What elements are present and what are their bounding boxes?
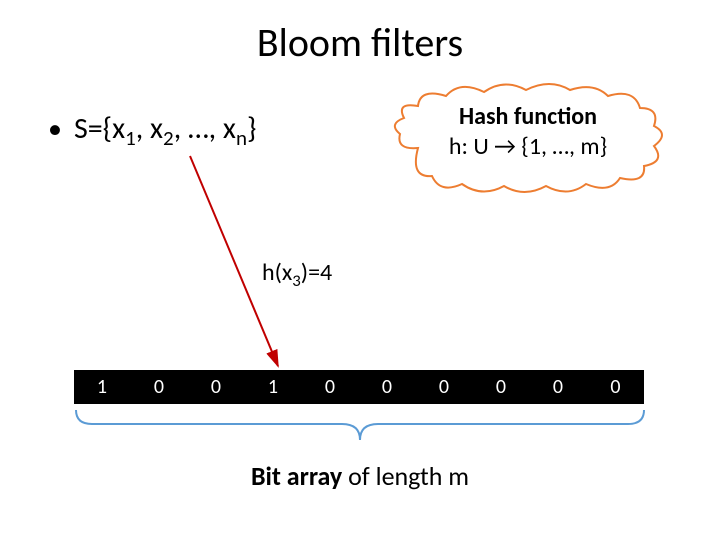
set-suffix: } <box>247 110 256 147</box>
cloud-line1: Hash function <box>459 102 597 131</box>
set-definition: • S={x1, x2, …, xn} <box>48 110 256 151</box>
set-sub1: 1 <box>125 125 136 151</box>
bullet-dot: • <box>48 111 62 146</box>
bit-array: 1001000000 <box>74 370 644 404</box>
bit-cell-9: 0 <box>587 370 644 404</box>
brace-caption: Bit array of length m <box>0 460 720 492</box>
hash-pre: h(x <box>262 258 292 287</box>
cloud-text: Hash function h: U → {1, …, m} <box>388 102 668 162</box>
bit-cell-4: 0 <box>302 370 359 404</box>
bit-cell-1: 0 <box>131 370 188 404</box>
bit-cell-7: 0 <box>473 370 530 404</box>
set-sub3: n <box>236 125 247 151</box>
slide-title: Bloom filters <box>0 18 720 67</box>
bit-cell-5: 0 <box>359 370 416 404</box>
cloud-arrow-glyph: → <box>494 132 516 161</box>
set-mid1: , x <box>136 110 163 147</box>
hash-post: )=4 <box>301 258 332 287</box>
bit-cell-8: 0 <box>530 370 587 404</box>
cloud-line2-post: {1, …, m} <box>516 132 607 161</box>
caption-rest: of length m <box>342 460 469 492</box>
caption-bold: Bit array <box>251 460 342 492</box>
brace-shape <box>74 406 646 448</box>
set-sub2: 2 <box>163 125 174 151</box>
set-text: S={x1, x2, …, xn} <box>74 110 256 151</box>
hash-value-label: h(x3)=4 <box>262 258 332 291</box>
bit-cell-3: 1 <box>245 370 302 404</box>
bit-cell-0: 1 <box>74 370 131 404</box>
hash-sub: 3 <box>292 270 301 291</box>
cloud-line2-pre: h: U <box>449 132 494 161</box>
bit-cell-2: 0 <box>188 370 245 404</box>
set-prefix: S={x <box>74 110 125 147</box>
bit-cell-6: 0 <box>416 370 473 404</box>
hash-function-cloud: Hash function h: U → {1, …, m} <box>388 78 668 198</box>
set-mid2: , …, x <box>174 110 236 147</box>
